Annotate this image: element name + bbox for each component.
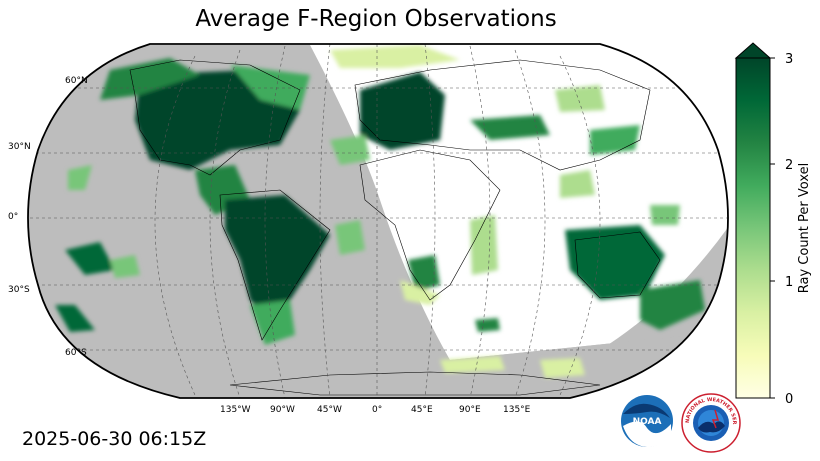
obs-patch — [640, 280, 705, 330]
obs-patch — [110, 255, 140, 278]
obs-patch — [330, 45, 460, 68]
obs-patch — [330, 135, 370, 165]
graticule — [28, 44, 728, 398]
obs-patch — [360, 72, 445, 150]
colorbar-tick-1: 1 — [785, 275, 793, 290]
obs-patch — [440, 356, 505, 373]
obs-patch — [560, 170, 595, 198]
obs-patch — [540, 358, 585, 378]
colorbar-tick-2: 2 — [785, 158, 793, 173]
colorbar-scale — [735, 57, 771, 399]
map-title: Average F-Region Observations — [195, 6, 557, 32]
colorbar-tick-0: 0 — [785, 392, 793, 407]
colorbar-ticks — [770, 57, 775, 399]
obs-patch — [230, 65, 310, 110]
world-map: 60°N 30°N 0° 30°S 60°S 135°W 90°W 45°W 0… — [8, 43, 729, 415]
lat-label-60n: 60°N — [65, 76, 88, 86]
lon-label-45e: 45°E — [411, 405, 433, 415]
lon-label-0: 0° — [372, 405, 382, 415]
colorbar-label: Ray Count Per Voxel — [797, 163, 812, 293]
obs-patch — [470, 215, 498, 275]
colorbar: 3 2 1 0 Ray Count Per Voxel — [734, 42, 812, 407]
globe-outline — [27, 43, 729, 399]
colorbar-tick-3: 3 — [785, 52, 793, 67]
noaa-logo: NOAA — [621, 395, 673, 448]
obs-patch — [100, 58, 200, 100]
obs-patch — [408, 255, 440, 292]
lon-label-90w: 90°W — [270, 405, 295, 415]
obs-patch — [565, 225, 665, 300]
obs-patch — [335, 220, 365, 255]
obs-patch — [700, 320, 728, 350]
obs-patch — [65, 242, 115, 275]
nws-logo: NATIONAL WEATHER SERVICE — [680, 392, 741, 453]
obs-patch — [55, 305, 95, 332]
lat-label-60s: 60°S — [65, 348, 87, 358]
colorbar-extend-arrow — [734, 42, 772, 59]
obs-patch — [68, 165, 92, 190]
observation-layer — [55, 45, 728, 378]
lon-label-45w: 45°W — [317, 405, 342, 415]
timestamp: 2025-06-30 06:15Z — [22, 428, 207, 450]
obs-patch — [400, 280, 440, 305]
obs-patch — [650, 205, 680, 225]
lat-label-30n: 30°N — [8, 142, 31, 152]
lon-label-135e: 135°E — [503, 405, 531, 415]
obs-patch — [590, 125, 640, 155]
obs-patch — [225, 195, 330, 320]
obs-patch — [475, 318, 500, 332]
obs-patch — [470, 115, 550, 140]
noaa-logo-text: NOAA — [633, 417, 662, 427]
lat-label-0: 0° — [8, 212, 18, 222]
lon-label-90e: 90°E — [459, 405, 481, 415]
obs-patch — [555, 85, 605, 112]
lat-label-30s: 30°S — [8, 285, 30, 295]
lon-label-135w: 135°W — [220, 405, 251, 415]
